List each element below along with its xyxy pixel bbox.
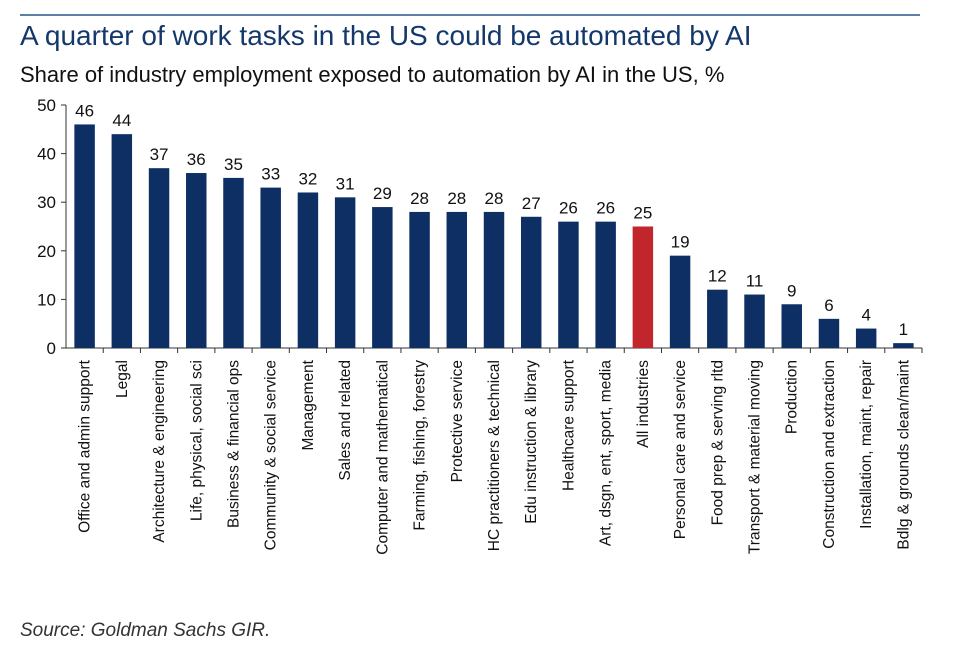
data-label: 27 <box>522 194 541 213</box>
y-tick-label: 50 <box>37 96 56 115</box>
x-tick-label: Art, dsgn, ent, sport, media <box>598 360 615 546</box>
bar <box>260 187 281 348</box>
y-tick-label: 20 <box>37 242 56 261</box>
data-label: 37 <box>150 145 169 164</box>
x-tick-label: Bdlg & grounds clean/maint <box>895 359 912 549</box>
data-label: 26 <box>559 199 578 218</box>
chart-title: A quarter of work tasks in the US could … <box>20 20 752 51</box>
bar <box>818 318 840 348</box>
x-tick-label: Transport & material moving <box>747 360 764 554</box>
x-tick-label: Production <box>784 360 801 434</box>
bar <box>372 207 393 348</box>
data-label: 25 <box>633 204 652 223</box>
x-tick-label: Edu instruction & library <box>523 360 540 524</box>
bar <box>74 124 95 348</box>
x-tick-label: Legal <box>114 360 131 398</box>
bar <box>893 343 914 348</box>
bar <box>409 211 430 348</box>
bar <box>707 289 728 348</box>
x-tick-label: Management <box>300 359 317 450</box>
data-label: 4 <box>861 306 870 325</box>
data-label: 46 <box>75 101 94 120</box>
bar <box>632 226 654 348</box>
bar <box>483 211 505 348</box>
x-tick-label: Architecture & engineering <box>151 360 168 543</box>
data-label: 36 <box>187 150 206 169</box>
bar <box>297 192 319 348</box>
data-label: 28 <box>410 189 429 208</box>
x-tick-label: HC practitioners & technical <box>486 360 503 551</box>
y-tick-label: 40 <box>37 145 56 164</box>
x-tick-label: Installation, maint, repair <box>858 360 875 529</box>
data-label: 1 <box>899 320 908 339</box>
bar <box>223 177 244 348</box>
x-tick-label: All industries <box>635 360 652 448</box>
x-tick-label: Construction and extraction <box>821 360 838 549</box>
bar <box>334 197 356 348</box>
x-tick-label: Business & financial ops <box>225 360 242 528</box>
bar <box>595 221 616 348</box>
source-note: Source: Goldman Sachs GIR. <box>20 620 271 641</box>
data-label: 11 <box>746 272 764 291</box>
bar <box>148 168 170 348</box>
data-label: 44 <box>112 111 131 130</box>
bar <box>781 304 802 348</box>
bar <box>446 211 468 348</box>
y-tick-label: 10 <box>37 290 56 309</box>
data-label: 35 <box>224 155 243 174</box>
data-label: 12 <box>708 267 727 286</box>
bar <box>855 328 877 348</box>
data-label: 19 <box>671 233 690 252</box>
x-tick-label: Farming, fishing, forestry <box>412 360 429 531</box>
x-tick-label: Computer and mathematical <box>374 360 391 555</box>
data-label: 6 <box>824 296 833 315</box>
bar <box>111 134 133 348</box>
data-label: 29 <box>373 184 392 203</box>
x-tick-label: Personal care and service <box>672 360 689 539</box>
x-tick-label: Office and admin support <box>77 359 94 533</box>
x-tick-label: Protective service <box>449 360 466 482</box>
data-label: 28 <box>485 189 504 208</box>
bar <box>520 216 542 348</box>
data-label: 33 <box>261 165 280 184</box>
bar <box>744 294 765 348</box>
y-tick-label: 0 <box>47 339 56 358</box>
x-tick-label: Healthcare support <box>560 359 577 491</box>
x-tick-label: Sales and related <box>337 360 354 481</box>
bar <box>669 255 691 348</box>
x-tick-label: Community & social service <box>263 360 280 550</box>
data-label: 9 <box>787 281 796 300</box>
x-tick-label: Life, physical, social sci <box>188 360 205 521</box>
top-rule <box>20 14 920 16</box>
data-label: 26 <box>596 199 615 218</box>
x-tick-label: Food prep & serving rltd <box>709 360 726 525</box>
bar <box>186 173 207 348</box>
y-tick-label: 30 <box>37 193 56 212</box>
bar <box>558 221 579 348</box>
data-label: 31 <box>336 174 355 193</box>
chart-subtitle: Share of industry employment exposed to … <box>20 62 725 87</box>
data-label: 28 <box>447 189 466 208</box>
data-label: 32 <box>298 169 317 188</box>
